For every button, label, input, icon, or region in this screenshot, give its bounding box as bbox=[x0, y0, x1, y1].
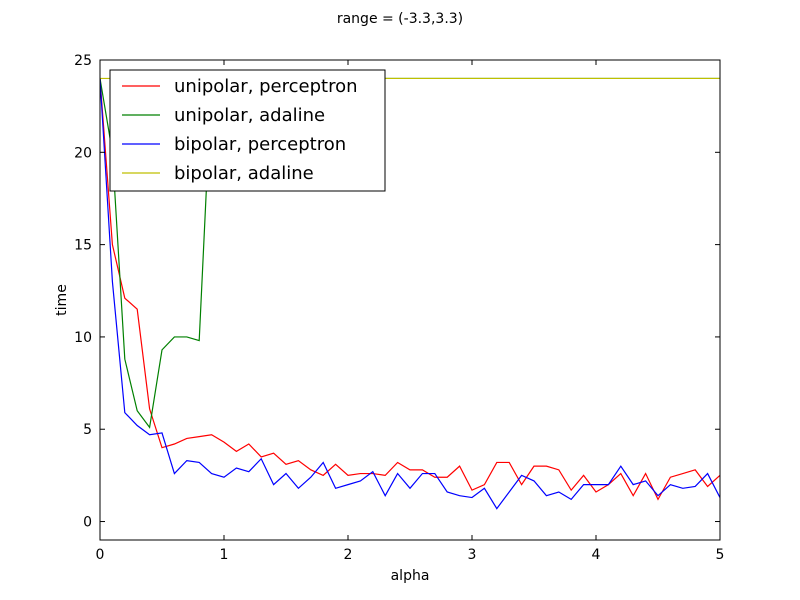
tick-layer: 0 1 2 3 4 5 0 5 10 15 20 25 bbox=[74, 53, 724, 563]
legend-label: bipolar, perceptron bbox=[174, 134, 346, 155]
legend-entries: unipolar, perceptron unipolar, adaline bip… bbox=[122, 76, 358, 184]
legend: unipolar, perceptron unipolar, adaline bip… bbox=[109, 69, 386, 192]
y-axis-label: time bbox=[54, 284, 70, 316]
x-tick-label: 1 bbox=[220, 547, 229, 563]
y-tick-label: 0 bbox=[83, 515, 92, 531]
y-tick-label: 25 bbox=[74, 53, 92, 69]
y-tick-label: 10 bbox=[74, 330, 92, 346]
x-axis-label: alpha bbox=[391, 568, 430, 584]
chart-title: range = (-3.3,3.3) bbox=[337, 11, 463, 27]
axes-frame bbox=[99, 59, 721, 541]
series-line-1 bbox=[100, 78, 720, 501]
x-tick-label: 0 bbox=[96, 547, 105, 563]
y-tick-label: 20 bbox=[74, 145, 92, 161]
legend-box bbox=[109, 69, 386, 192]
y-tick-label: 5 bbox=[83, 422, 92, 438]
x-tick-label: 4 bbox=[592, 547, 601, 563]
x-tick-label: 5 bbox=[716, 547, 725, 563]
x-tick-label: 2 bbox=[344, 547, 353, 563]
legend-label: unipolar, perceptron bbox=[174, 76, 358, 97]
series-line-3 bbox=[100, 78, 720, 510]
legend-label: bipolar, adaline bbox=[174, 163, 314, 184]
y-tick-label: 15 bbox=[74, 238, 92, 254]
x-tick-label: 3 bbox=[468, 547, 477, 563]
legend-label: unipolar, adaline bbox=[174, 105, 325, 126]
